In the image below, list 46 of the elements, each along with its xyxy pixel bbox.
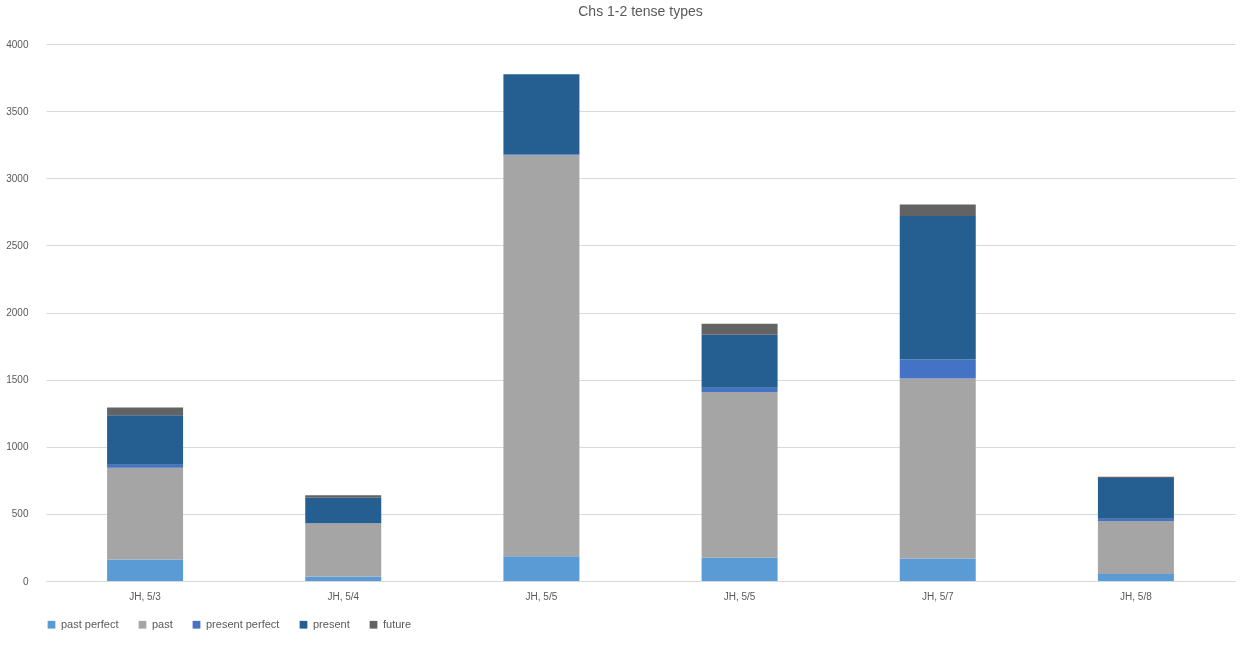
x-tick-label: JH, 5/5 [723,590,756,602]
bar [899,215,976,360]
y-tick-label: 3000 [6,172,29,184]
bar [305,523,382,577]
bar [107,559,184,581]
chart-title: Chs 1-2 tense types [578,3,703,19]
bar [107,467,184,560]
bar [1097,477,1174,519]
bar [1097,574,1174,581]
legend-label: past [152,617,173,630]
y-tick-label: 2000 [6,307,29,318]
y-tick-label: 1500 [6,374,29,386]
bar [899,204,976,216]
legend-label: future [383,617,412,630]
x-tick-label: JH, 5/8 [1120,590,1153,602]
y-tick-label: 0 [22,575,29,587]
x-tick-label: JH, 5/4 [327,590,360,602]
bar [899,359,976,379]
bar [899,378,976,559]
y-tick-label: 4000 [6,38,29,50]
y-tick-label: 1000 [6,441,29,453]
bar [1097,521,1174,575]
y-tick-label: 2500 [6,239,29,251]
bar [701,323,778,335]
bar [701,557,778,581]
x-tick-label: JH, 5/7 [921,590,955,602]
bar [503,74,580,155]
bar [701,392,778,558]
y-tick-label: 500 [11,508,29,520]
bar [899,558,976,581]
bar [701,334,778,388]
bar [107,464,184,468]
legend-label: present [313,617,350,630]
x-tick-label: JH, 5/3 [129,590,162,602]
bar [305,495,382,498]
bar [503,556,580,581]
bar [107,407,184,416]
bar [305,576,382,581]
bar [305,497,382,524]
legend-label: past perfect [61,617,119,630]
bar [701,387,778,393]
legend-label: present perfect [206,617,280,630]
bar [107,415,184,465]
bar [503,155,580,557]
y-tick-label: 3500 [6,105,29,117]
x-tick-label: JH, 5/5 [525,590,558,602]
